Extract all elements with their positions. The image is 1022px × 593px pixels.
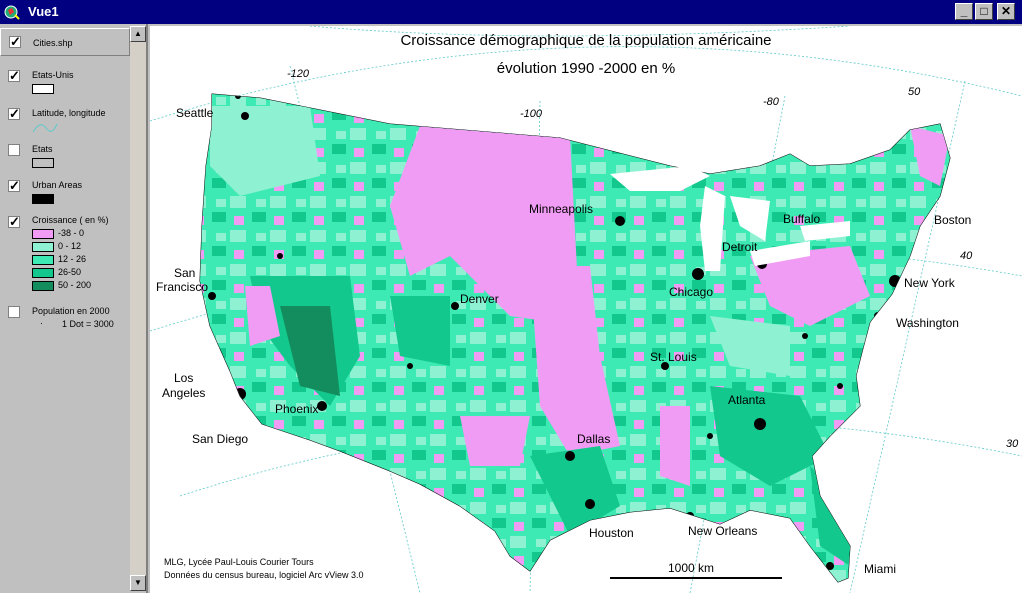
growth-choropleth: [200, 94, 950, 582]
layer-etats-label: Etats: [32, 144, 53, 154]
layer-population-label: Population en 2000: [32, 306, 110, 316]
latitude-30-label: 30: [1006, 438, 1019, 450]
close-button[interactable]: ✕: [997, 3, 1015, 20]
city-san-francisco-line1: San: [174, 266, 196, 280]
class-top-label: 50 - 200: [58, 280, 92, 290]
dot-density-label: 1 Dot = 3000: [62, 319, 114, 329]
maximize-icon: □: [980, 4, 988, 18]
legend-scrollbar[interactable]: ▲ ▼: [130, 26, 146, 591]
latitude-50-label: 50: [908, 86, 921, 98]
layer-etats-checkbox[interactable]: [8, 144, 20, 156]
layer-etats-unis-checkbox[interactable]: ✓: [8, 68, 20, 83]
arcview-app-icon[interactable]: [3, 3, 21, 21]
map-view[interactable]: Croissance démographique de la populatio…: [150, 26, 1022, 593]
city-minneapolis: Minneapolis: [529, 202, 594, 216]
city-denver: Denver: [460, 292, 499, 306]
class-top-swatch: [32, 281, 54, 291]
layer-croissance-checkbox[interactable]: ✓: [8, 214, 20, 229]
class-low-swatch: [32, 242, 54, 252]
great-lakes: [610, 166, 850, 271]
longitude-100-label: -100: [520, 108, 543, 120]
longitude-120-label: -120: [287, 68, 310, 80]
city-dallas: Dallas: [577, 432, 611, 446]
layer-etats-unis-symbol: [32, 84, 54, 94]
city-new-york: New York: [904, 276, 955, 290]
city-st-louis: St. Louis: [650, 350, 697, 364]
layer-urban[interactable]: ✓ Urban Areas: [0, 176, 130, 208]
map-subtitle: évolution 1990 -2000 en %: [496, 60, 676, 77]
minimize-button[interactable]: _: [955, 3, 973, 20]
city-buffalo: Buffalo: [783, 212, 821, 226]
city-seattle: Seattle: [176, 106, 214, 120]
layer-population-checkbox[interactable]: [8, 306, 20, 318]
class-low-label: 0 - 12: [58, 241, 82, 251]
city-phoenix: Phoenix: [275, 402, 319, 416]
layer-etats-unis[interactable]: ✓ Etats-Unis: [0, 66, 130, 98]
layer-croissance[interactable]: ✓ Croissance ( en %) -38 - 0 0 - 12 12 -…: [0, 212, 130, 298]
city-washington: Washington: [896, 316, 959, 330]
class-decline-label: -38 - 0: [58, 228, 85, 238]
city-san-francisco-line2: Francisco: [156, 280, 209, 294]
credit-source: Données du census bureau, logiciel Arc v…: [164, 570, 364, 580]
dot-symbol: ·: [40, 318, 43, 328]
class-decline-swatch: [32, 229, 54, 239]
window-title: Vue1: [28, 4, 59, 19]
layer-urban-checkbox[interactable]: ✓: [8, 178, 20, 193]
city-los-angeles-line2: Angeles: [162, 386, 206, 400]
longitude-80-label: -80: [763, 96, 779, 108]
city-houston: Houston: [589, 526, 634, 540]
class-mid-label: 12 - 26: [58, 254, 87, 264]
layer-latlong[interactable]: ✓ Latitude, longitude: [0, 104, 130, 136]
layer-etats-unis-label: Etats-Unis: [32, 70, 74, 80]
layer-croissance-label: Croissance ( en %): [32, 215, 109, 225]
city-los-angeles-line1: Los: [174, 371, 194, 385]
layer-etats-symbol: [32, 158, 54, 168]
layer-cities-label: Cities.shp: [33, 38, 73, 48]
layer-cities-checkbox[interactable]: ✓: [9, 34, 21, 49]
credit-author: MLG, Lycée Paul-Louis Courier Tours: [164, 557, 314, 567]
class-high-swatch: [32, 268, 54, 278]
layer-latlong-label: Latitude, longitude: [32, 108, 106, 118]
class-mid-swatch: [32, 255, 54, 265]
layer-population[interactable]: Population en 2000 · 1 Dot = 3000: [0, 304, 130, 334]
class-high-label: 26-50: [58, 267, 82, 277]
city-san-diego: San Diego: [192, 432, 249, 446]
scroll-down-button[interactable]: ▼: [130, 575, 146, 591]
scale-bar-label: 1000 km: [668, 561, 715, 575]
layer-cities[interactable]: ✓ Cities.shp: [0, 28, 130, 56]
scroll-up-button[interactable]: ▲: [130, 26, 146, 42]
legend-panel: ✓ Cities.shp ✓ Etats-Unis ✓ Latitude, lo…: [0, 24, 148, 593]
graticule-line-symbol: [32, 123, 58, 133]
city-new-orleans: New Orleans: [688, 524, 758, 538]
window-title-bar: Vue1 _ □ ✕: [0, 0, 1022, 24]
city-detroit: Detroit: [722, 240, 758, 254]
minimize-icon: _: [960, 4, 968, 18]
city-miami: Miami: [864, 562, 896, 576]
maximize-button[interactable]: □: [975, 3, 993, 20]
layer-urban-label: Urban Areas: [32, 180, 83, 190]
city-boston: Boston: [934, 213, 972, 227]
map-title: Croissance démographique de la populatio…: [400, 32, 772, 49]
close-icon: ✕: [1000, 4, 1012, 18]
layer-latlong-checkbox[interactable]: ✓: [8, 106, 20, 121]
city-atlanta: Atlanta: [728, 393, 766, 407]
layer-urban-symbol: [32, 194, 54, 204]
layer-etats[interactable]: Etats: [0, 140, 130, 172]
map-canvas: [150, 26, 1022, 593]
latitude-40-label: 40: [960, 250, 973, 262]
city-chicago: Chicago: [669, 285, 714, 299]
